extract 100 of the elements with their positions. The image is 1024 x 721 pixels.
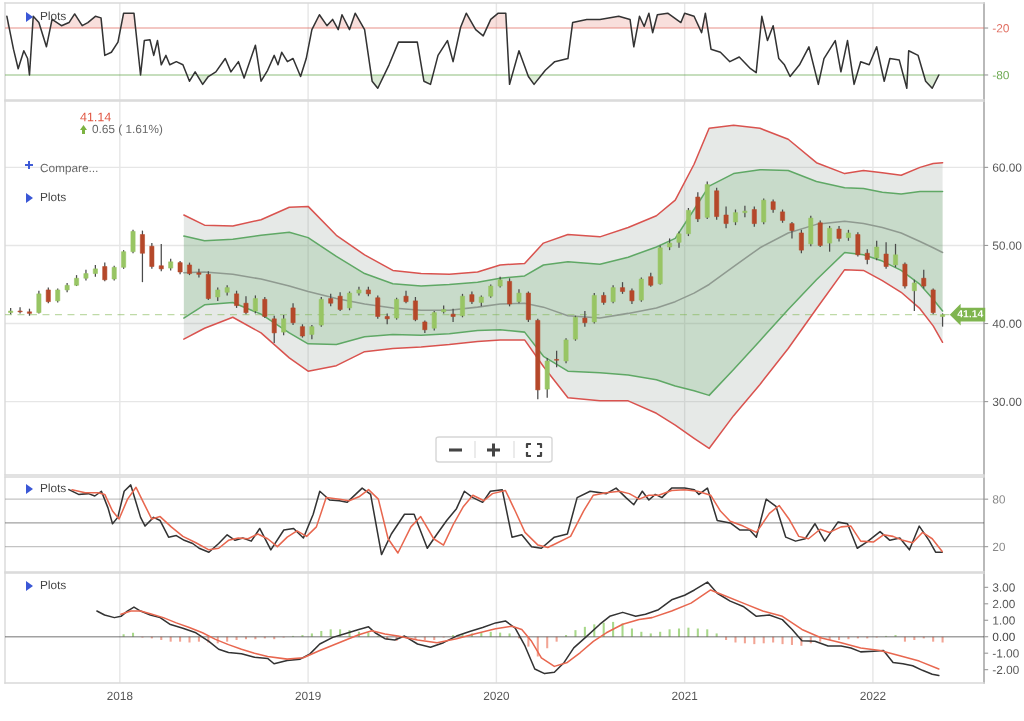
candlestick — [827, 225, 833, 253]
annotation: Compare... — [40, 163, 98, 175]
bar — [574, 630, 577, 637]
x-tick-label: 2018 — [107, 691, 133, 700]
bar — [715, 633, 718, 637]
candlestick — [902, 261, 908, 290]
candlestick — [855, 231, 861, 258]
line-series — [183, 268, 944, 450]
y-tick-label: 2.00 — [992, 599, 1015, 609]
candlestick — [573, 315, 578, 342]
candlestick — [290, 302, 296, 326]
candlestick — [196, 268, 202, 279]
y-tick-label: -1.00 — [992, 649, 1019, 658]
line-series — [183, 251, 944, 397]
annotation: Plots — [40, 483, 66, 493]
candlestick — [413, 296, 418, 322]
candlestick — [130, 229, 136, 254]
line-series — [120, 589, 940, 670]
candlestick — [695, 191, 701, 223]
candlestick — [271, 315, 277, 344]
bar — [555, 636, 558, 642]
bar — [489, 631, 492, 637]
candlestick — [742, 205, 748, 218]
candlestick — [507, 277, 512, 307]
candlestick — [883, 241, 889, 270]
candlestick — [337, 291, 343, 312]
bar — [310, 633, 313, 637]
annotation: 0.65 ( 1.61%) — [92, 124, 163, 136]
y-tick-label: 60.00 — [992, 163, 1022, 172]
bar — [659, 631, 662, 637]
annotation: Plots — [40, 580, 66, 590]
y-tick-label: 30.00 — [992, 397, 1022, 406]
candlestick — [450, 308, 456, 323]
bar — [546, 636, 549, 649]
bar — [781, 636, 784, 645]
y-tick-label: -2.00 — [992, 665, 1019, 675]
candlestick — [262, 296, 268, 319]
bar — [131, 632, 135, 637]
x-tick-label: 2022 — [860, 691, 886, 700]
candlestick — [930, 287, 936, 315]
bar — [696, 628, 699, 637]
bar — [188, 636, 191, 643]
bar — [734, 636, 737, 643]
x-tick-label: 2021 — [672, 691, 698, 700]
candlestick — [686, 207, 691, 237]
bar — [649, 633, 652, 637]
y-tick-label: 0.00 — [992, 632, 1015, 642]
candlestick — [723, 205, 729, 229]
candlestick — [121, 249, 127, 270]
bar — [668, 629, 671, 637]
y-tick-label: 40.00 — [992, 319, 1022, 328]
line-series — [6, 12, 940, 90]
x-tick-label: 2019 — [295, 691, 321, 700]
annotation: Plots — [40, 11, 66, 21]
x-tick-label: 2020 — [483, 691, 510, 700]
bar — [687, 627, 690, 637]
bar — [320, 630, 323, 637]
candlestick — [158, 243, 164, 272]
candlestick — [893, 243, 898, 268]
candlestick — [149, 242, 155, 270]
candlestick — [460, 293, 465, 318]
candlestick — [638, 276, 644, 303]
bar — [790, 636, 793, 645]
candlestick — [921, 269, 927, 290]
annotation: 41.14 — [80, 112, 111, 122]
bar — [753, 636, 756, 645]
y-tick-label: 1.00 — [993, 616, 1015, 625]
bar — [640, 631, 643, 637]
candlestick — [563, 337, 569, 364]
candlestick — [798, 229, 804, 254]
bar — [630, 628, 633, 637]
y-tick-label: -80 — [992, 71, 1009, 80]
line-series — [96, 581, 940, 677]
candlestick — [140, 229, 145, 283]
candlestick — [911, 279, 917, 312]
bar — [226, 636, 229, 642]
annotation: Plots — [40, 192, 66, 202]
candlestick — [761, 197, 767, 225]
bar — [706, 629, 709, 637]
candlestick — [874, 240, 880, 261]
bar — [508, 633, 511, 637]
candlestick — [751, 205, 757, 228]
candlestick — [431, 310, 437, 332]
candlestick — [582, 310, 588, 328]
line-series — [183, 220, 944, 319]
bar — [583, 626, 586, 637]
line-series — [183, 124, 944, 276]
y-tick-label: 20 — [992, 542, 1005, 552]
candlestick — [817, 219, 823, 248]
bar — [197, 636, 200, 642]
bar — [179, 636, 182, 642]
y-tick-label: -20 — [992, 24, 1009, 33]
ref-line-label: 41.14 — [957, 310, 984, 318]
bar — [932, 636, 935, 642]
y-tick-label: 80 — [992, 495, 1005, 504]
candlestick — [394, 297, 399, 321]
bar — [677, 628, 681, 637]
bar — [903, 636, 906, 642]
y-tick-label: 3.00 — [992, 583, 1015, 592]
bar — [329, 629, 332, 637]
